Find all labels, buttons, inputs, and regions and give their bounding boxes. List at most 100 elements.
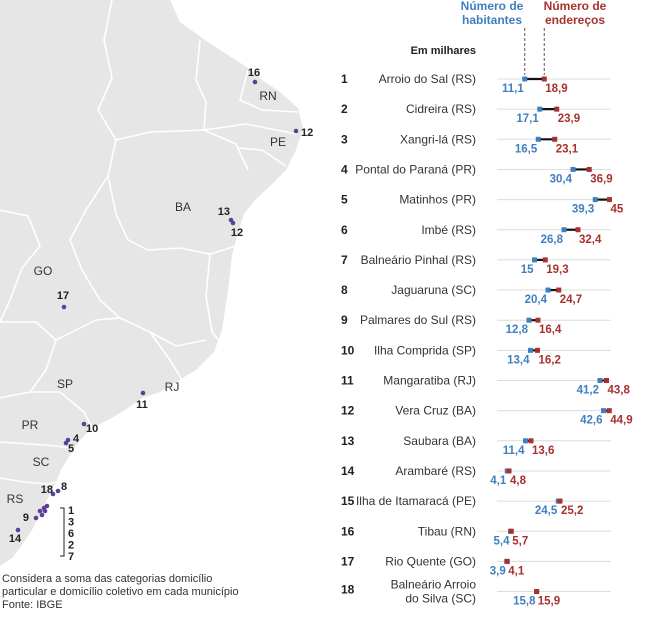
row-rank: 2 <box>341 102 348 116</box>
habitantes-marker <box>523 438 528 444</box>
map-state-pe: PE <box>270 135 286 149</box>
map-point-cluster <box>39 512 45 518</box>
map-point-label-5: 5 <box>68 443 74 455</box>
footnote-line1: Considera a soma das categorias domicíli… <box>2 573 212 585</box>
row-city-name: Vera Cruz (BA) <box>395 404 476 418</box>
map-point-8 <box>55 488 61 494</box>
habitantes-value-label: 5,4 <box>494 535 511 547</box>
habitantes-value-label: 3,9 <box>490 565 506 577</box>
chart-row: 10 Ilha Comprida (SP) 13,4 16,2 <box>341 343 611 366</box>
legend: Número de habitantes Número de endereços… <box>411 0 607 57</box>
row-city-name: Ilha de Itamaracá (PE) <box>356 494 476 508</box>
chart-row: 9 Palmares do Sul (RS) 12,8 16,4 <box>341 313 611 336</box>
enderecos-value-label: 15,9 <box>538 596 560 608</box>
chart-row: 5 Matinhos (PR) 39,3 45 <box>341 193 624 216</box>
map-state-go: GO <box>34 264 53 278</box>
border-ba-west <box>107 139 149 251</box>
state-borders <box>0 0 299 485</box>
map-point-label-10: 10 <box>86 423 98 435</box>
map-point-16 <box>252 79 258 85</box>
map-point-10 <box>81 421 87 427</box>
cluster-bracket <box>60 507 65 557</box>
enderecos-marker <box>504 558 510 564</box>
enderecos-marker <box>552 136 558 142</box>
enderecos-marker <box>508 528 514 534</box>
habitantes-marker <box>522 76 528 82</box>
map-point-label-18: 18 <box>41 484 53 496</box>
enderecos-value-label: 32,4 <box>579 234 602 246</box>
chart-row: 17 Rio Quente (GO) 3,9 4,1 <box>341 554 611 577</box>
enderecos-value-label: 24,7 <box>560 294 582 306</box>
unit-label: Em milhares <box>411 45 476 57</box>
brazil-map <box>0 0 303 566</box>
map-point-12 <box>293 128 299 134</box>
enderecos-value-label: 5,7 <box>512 535 528 547</box>
bracket-label-6: 6 <box>68 528 74 540</box>
enderecos-value-label: 18,9 <box>545 83 567 95</box>
habitantes-value-label: 42,6 <box>580 415 602 427</box>
row-rank: 17 <box>341 554 355 568</box>
enderecos-marker <box>554 106 560 112</box>
map-point-18 <box>50 491 56 497</box>
map-state-rs: RS <box>7 492 24 506</box>
chart-row: 13 Saubara (BA) 11,4 13,6 <box>341 434 611 457</box>
habitantes-value-label: 15,8 <box>513 596 536 608</box>
map-point-9 <box>33 515 39 521</box>
row-rank: 15 <box>341 494 355 508</box>
row-rank: 11 <box>341 374 354 388</box>
map-point-label-11: 11 <box>136 399 148 411</box>
enderecos-value-label: 4,1 <box>508 565 525 577</box>
habitantes-marker <box>532 257 537 263</box>
habitantes-value-label: 20,4 <box>525 294 548 306</box>
map-state-pr: PR <box>22 418 39 432</box>
bracket-label-2: 2 <box>68 540 74 552</box>
chart-row: 16 Tibau (RN) 5,4 5,7 <box>341 524 611 547</box>
legend-enderecos-line1: Número de <box>544 0 607 13</box>
enderecos-marker <box>604 378 609 383</box>
habitantes-value-label: 16,5 <box>515 143 538 155</box>
border-pi-ce <box>195 39 207 131</box>
enderecos-value-label: 13,6 <box>532 445 554 457</box>
enderecos-value-label: 16,2 <box>539 354 561 366</box>
chart-row: 7 Balneário Pinhal (RS) 15 19,3 <box>341 253 611 276</box>
enderecos-marker <box>535 317 541 323</box>
bracket-label-3: 3 <box>68 517 74 529</box>
legend-habitantes-line1: Número de <box>461 0 524 13</box>
chart-row: 15 Ilha de Itamaracá (PE) 24,5 25,2 <box>341 494 611 517</box>
habitantes-value-label: 39,3 <box>572 204 594 216</box>
enderecos-value-label: 4,8 <box>510 475 527 487</box>
border-sp-pr <box>0 391 93 429</box>
bracket-label-1: 1 <box>68 505 74 517</box>
row-city-name: Tibau (RN) <box>418 524 476 538</box>
enderecos-value-label: 16,4 <box>539 324 562 336</box>
chart-row: 3 Xangri-lá (RS) 16,5 23,1 <box>341 132 611 155</box>
enderecos-marker <box>541 76 547 82</box>
habitantes-value-label: 41,2 <box>577 385 599 397</box>
row-city-name: Pontal do Paraná (PR) <box>355 162 476 176</box>
enderecos-value-label: 44,9 <box>610 415 632 427</box>
habitantes-value-label: 15 <box>521 264 534 276</box>
map-point-14 <box>15 527 21 533</box>
habitantes-value-label: 11,4 <box>503 445 525 457</box>
border-pr-sc <box>0 441 73 449</box>
row-city-name: Arroio do Sal (RS) <box>379 72 476 86</box>
border-go-mt <box>0 209 41 323</box>
habitantes-value-label: 17,1 <box>516 113 539 125</box>
border-mg-es <box>205 253 223 345</box>
map-point-label-4: 4 <box>73 433 80 445</box>
habitantes-value-label: 4,1 <box>490 475 507 487</box>
map-point-cluster <box>42 508 48 514</box>
habitantes-value-label: 30,4 <box>550 173 573 185</box>
enderecos-value-label: 25,2 <box>561 505 583 517</box>
habitantes-value-label: 24,5 <box>535 505 558 517</box>
map-point-label-13: 13 <box>218 206 230 218</box>
chart-row: 8 Jaguaruna (SC) 20,4 24,7 <box>341 283 611 306</box>
enderecos-value-label: 23,9 <box>558 113 580 125</box>
border-ba-south <box>147 245 237 255</box>
habitantes-value-label: 11,1 <box>502 83 524 95</box>
map-state-ba: BA <box>175 200 191 214</box>
habitantes-marker <box>528 347 533 353</box>
row-city-name: Saubara (BA) <box>403 434 476 448</box>
